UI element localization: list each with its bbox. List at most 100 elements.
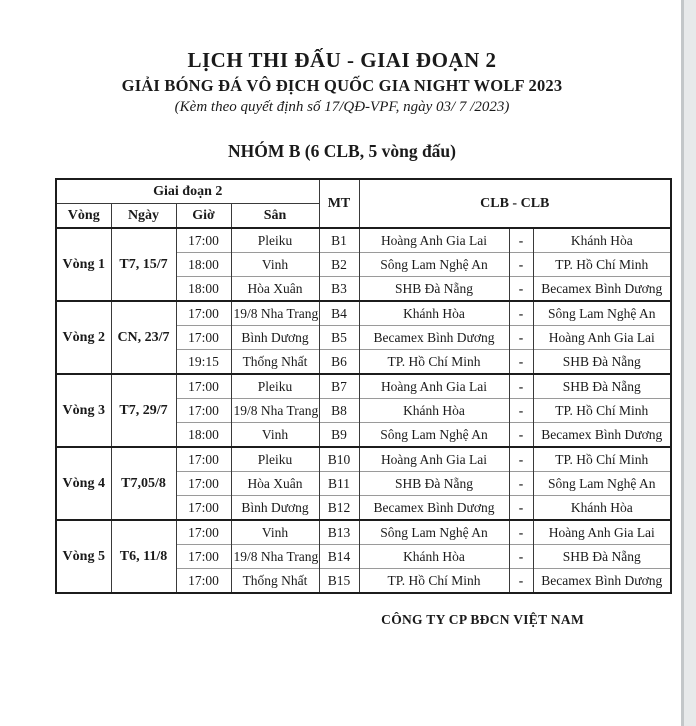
home-team: SHB Đà Nẵng	[358, 471, 510, 496]
match-code: B9	[318, 422, 360, 447]
table-row: 17:00 Hòa Xuân B11 SHB Đà Nẵng - Sông La…	[56, 471, 672, 496]
scanned-page-edge	[681, 0, 696, 726]
match-venue: 19/8 Nha Trang	[230, 398, 320, 423]
versus-separator: -	[508, 325, 534, 350]
match-venue: Pleiku	[230, 373, 320, 399]
match-code: B10	[318, 446, 360, 472]
match-schedule-table: Giai đoạn 2 MT CLB - CLB Vòng Ngày Giờ S…	[55, 178, 673, 594]
match-venue: Vinh	[230, 422, 320, 447]
round-date: CN, 23/7	[110, 300, 177, 374]
table-row: 19:15 Thống Nhất B6 TP. Hồ Chí Minh - SH…	[56, 349, 672, 374]
away-team: Sông Lam Nghệ An	[532, 471, 672, 496]
table-row: Vòng 3 T7, 29/7 17:00 Pleiku B7 Hoàng An…	[55, 373, 672, 447]
match-code: B4	[318, 300, 360, 326]
round-date: T7, 15/7	[110, 227, 177, 301]
versus-separator: -	[508, 398, 534, 423]
versus-separator: -	[508, 519, 534, 545]
match-venue: Thống Nhất	[230, 349, 320, 374]
table-row: Vòng 1 T7, 15/7 17:00 Pleiku B1 Hoàng An…	[55, 227, 672, 301]
match-code: B3	[318, 276, 360, 301]
home-team: SHB Đà Nẵng	[358, 276, 510, 301]
match-time: 19:15	[175, 349, 232, 374]
home-team: Sông Lam Nghệ An	[358, 519, 510, 545]
match-venue: Bình Dương	[230, 495, 320, 520]
versus-separator: -	[508, 349, 534, 374]
match-code: B5	[318, 325, 360, 350]
header-clubs: CLB - CLB	[358, 179, 672, 228]
match-venue: Vinh	[230, 252, 320, 277]
match-code: B15	[318, 568, 360, 593]
round-label: Vòng 5	[55, 519, 112, 593]
match-code: B11	[318, 471, 360, 496]
match-time: 17:00	[175, 495, 232, 520]
round-label: Vòng 1	[55, 227, 112, 301]
table-row: Vòng 4 T7,05/8 17:00 Pleiku B10 Hoàng An…	[55, 446, 672, 520]
home-team: Becamex Bình Dương	[358, 325, 510, 350]
home-team: Hoàng Anh Gia Lai	[358, 373, 510, 399]
match-time: 17:00	[175, 471, 232, 496]
table-row: 17:00 Thống Nhất B15 TP. Hồ Chí Minh - B…	[56, 568, 672, 593]
round-label: Vòng 2	[55, 300, 112, 374]
table-row: 18:00 Hòa Xuân B3 SHB Đà Nẵng - Becamex …	[56, 276, 672, 301]
versus-separator: -	[508, 544, 534, 569]
header-date: Ngày	[110, 203, 177, 229]
match-time: 17:00	[175, 519, 232, 545]
match-venue: Thống Nhất	[230, 568, 320, 593]
round-label: Vòng 4	[55, 446, 112, 520]
match-code: B6	[318, 349, 360, 374]
decree-note: (Kèm theo quyết định số 17/QĐ-VPF, ngày …	[174, 99, 510, 115]
match-time: 17:00	[175, 446, 232, 472]
away-team: TP. Hồ Chí Minh	[532, 446, 672, 472]
versus-separator: -	[508, 471, 534, 496]
match-code: B12	[318, 495, 360, 520]
table-header-row-stage: Giai đoạn 2 MT CLB - CLB	[55, 179, 672, 228]
away-team: TP. Hồ Chí Minh	[532, 398, 672, 423]
away-team: SHB Đà Nẵng	[532, 544, 672, 569]
versus-separator: -	[508, 495, 534, 520]
round-date: T7,05/8	[110, 446, 177, 520]
page-title: LỊCH THI ĐẤU - GIAI ĐOẠN 2	[187, 48, 497, 72]
header-match-code: MT	[318, 179, 360, 228]
versus-separator: -	[508, 276, 534, 301]
versus-separator: -	[508, 422, 534, 447]
table-row: 18:00 Vinh B9 Sông Lam Nghệ An - Becamex…	[56, 422, 672, 447]
home-team: Becamex Bình Dương	[358, 495, 510, 520]
away-team: Becamex Bình Dương	[532, 568, 672, 593]
match-venue: Vinh	[230, 519, 320, 545]
match-time: 17:00	[175, 300, 232, 326]
table-header-row-columns: Vòng Ngày Giờ Sân	[55, 203, 671, 229]
table-row: 17:00 19/8 Nha Trang B8 Khánh Hòa - TP. …	[56, 398, 672, 423]
table-row: 18:00 Vinh B2 Sông Lam Nghệ An - TP. Hồ …	[56, 252, 672, 277]
header-stage: Giai đoạn 2	[55, 179, 320, 204]
title-block: LỊCH THI ĐẤU - GIAI ĐOẠN 2 GIẢI BÓNG ĐÁ …	[0, 0, 684, 116]
home-team: Hoàng Anh Gia Lai	[358, 446, 510, 472]
match-code: B14	[318, 544, 360, 569]
match-time: 17:00	[175, 568, 232, 593]
match-time: 17:00	[175, 325, 232, 350]
match-venue: Bình Dương	[230, 325, 320, 350]
match-time: 17:00	[175, 398, 232, 423]
versus-separator: -	[508, 446, 534, 472]
away-team: Hoàng Anh Gia Lai	[532, 519, 672, 545]
company-signature: CÔNG TY CP BĐCN VIỆT NAM	[381, 612, 584, 627]
versus-separator: -	[508, 227, 534, 253]
away-team: Sông Lam Nghệ An	[532, 300, 672, 326]
tournament-subtitle: GIẢI BÓNG ĐÁ VÔ ĐỊCH QUỐC GIA NIGHT WOLF…	[121, 76, 563, 95]
away-team: Hoàng Anh Gia Lai	[532, 325, 672, 350]
match-code: B8	[318, 398, 360, 423]
match-venue: Pleiku	[230, 227, 320, 253]
home-team: Sông Lam Nghệ An	[358, 252, 510, 277]
away-team: Khánh Hòa	[532, 495, 672, 520]
round-date: T7, 29/7	[110, 373, 177, 447]
away-team: SHB Đà Nẵng	[532, 349, 672, 374]
match-venue: 19/8 Nha Trang	[230, 544, 320, 569]
home-team: Khánh Hòa	[358, 300, 510, 326]
versus-separator: -	[508, 300, 534, 326]
match-venue: Hòa Xuân	[230, 471, 320, 496]
match-venue: Pleiku	[230, 446, 320, 472]
match-code: B2	[318, 252, 360, 277]
match-time: 17:00	[175, 544, 232, 569]
home-team: TP. Hồ Chí Minh	[358, 349, 510, 374]
versus-separator: -	[508, 373, 534, 399]
